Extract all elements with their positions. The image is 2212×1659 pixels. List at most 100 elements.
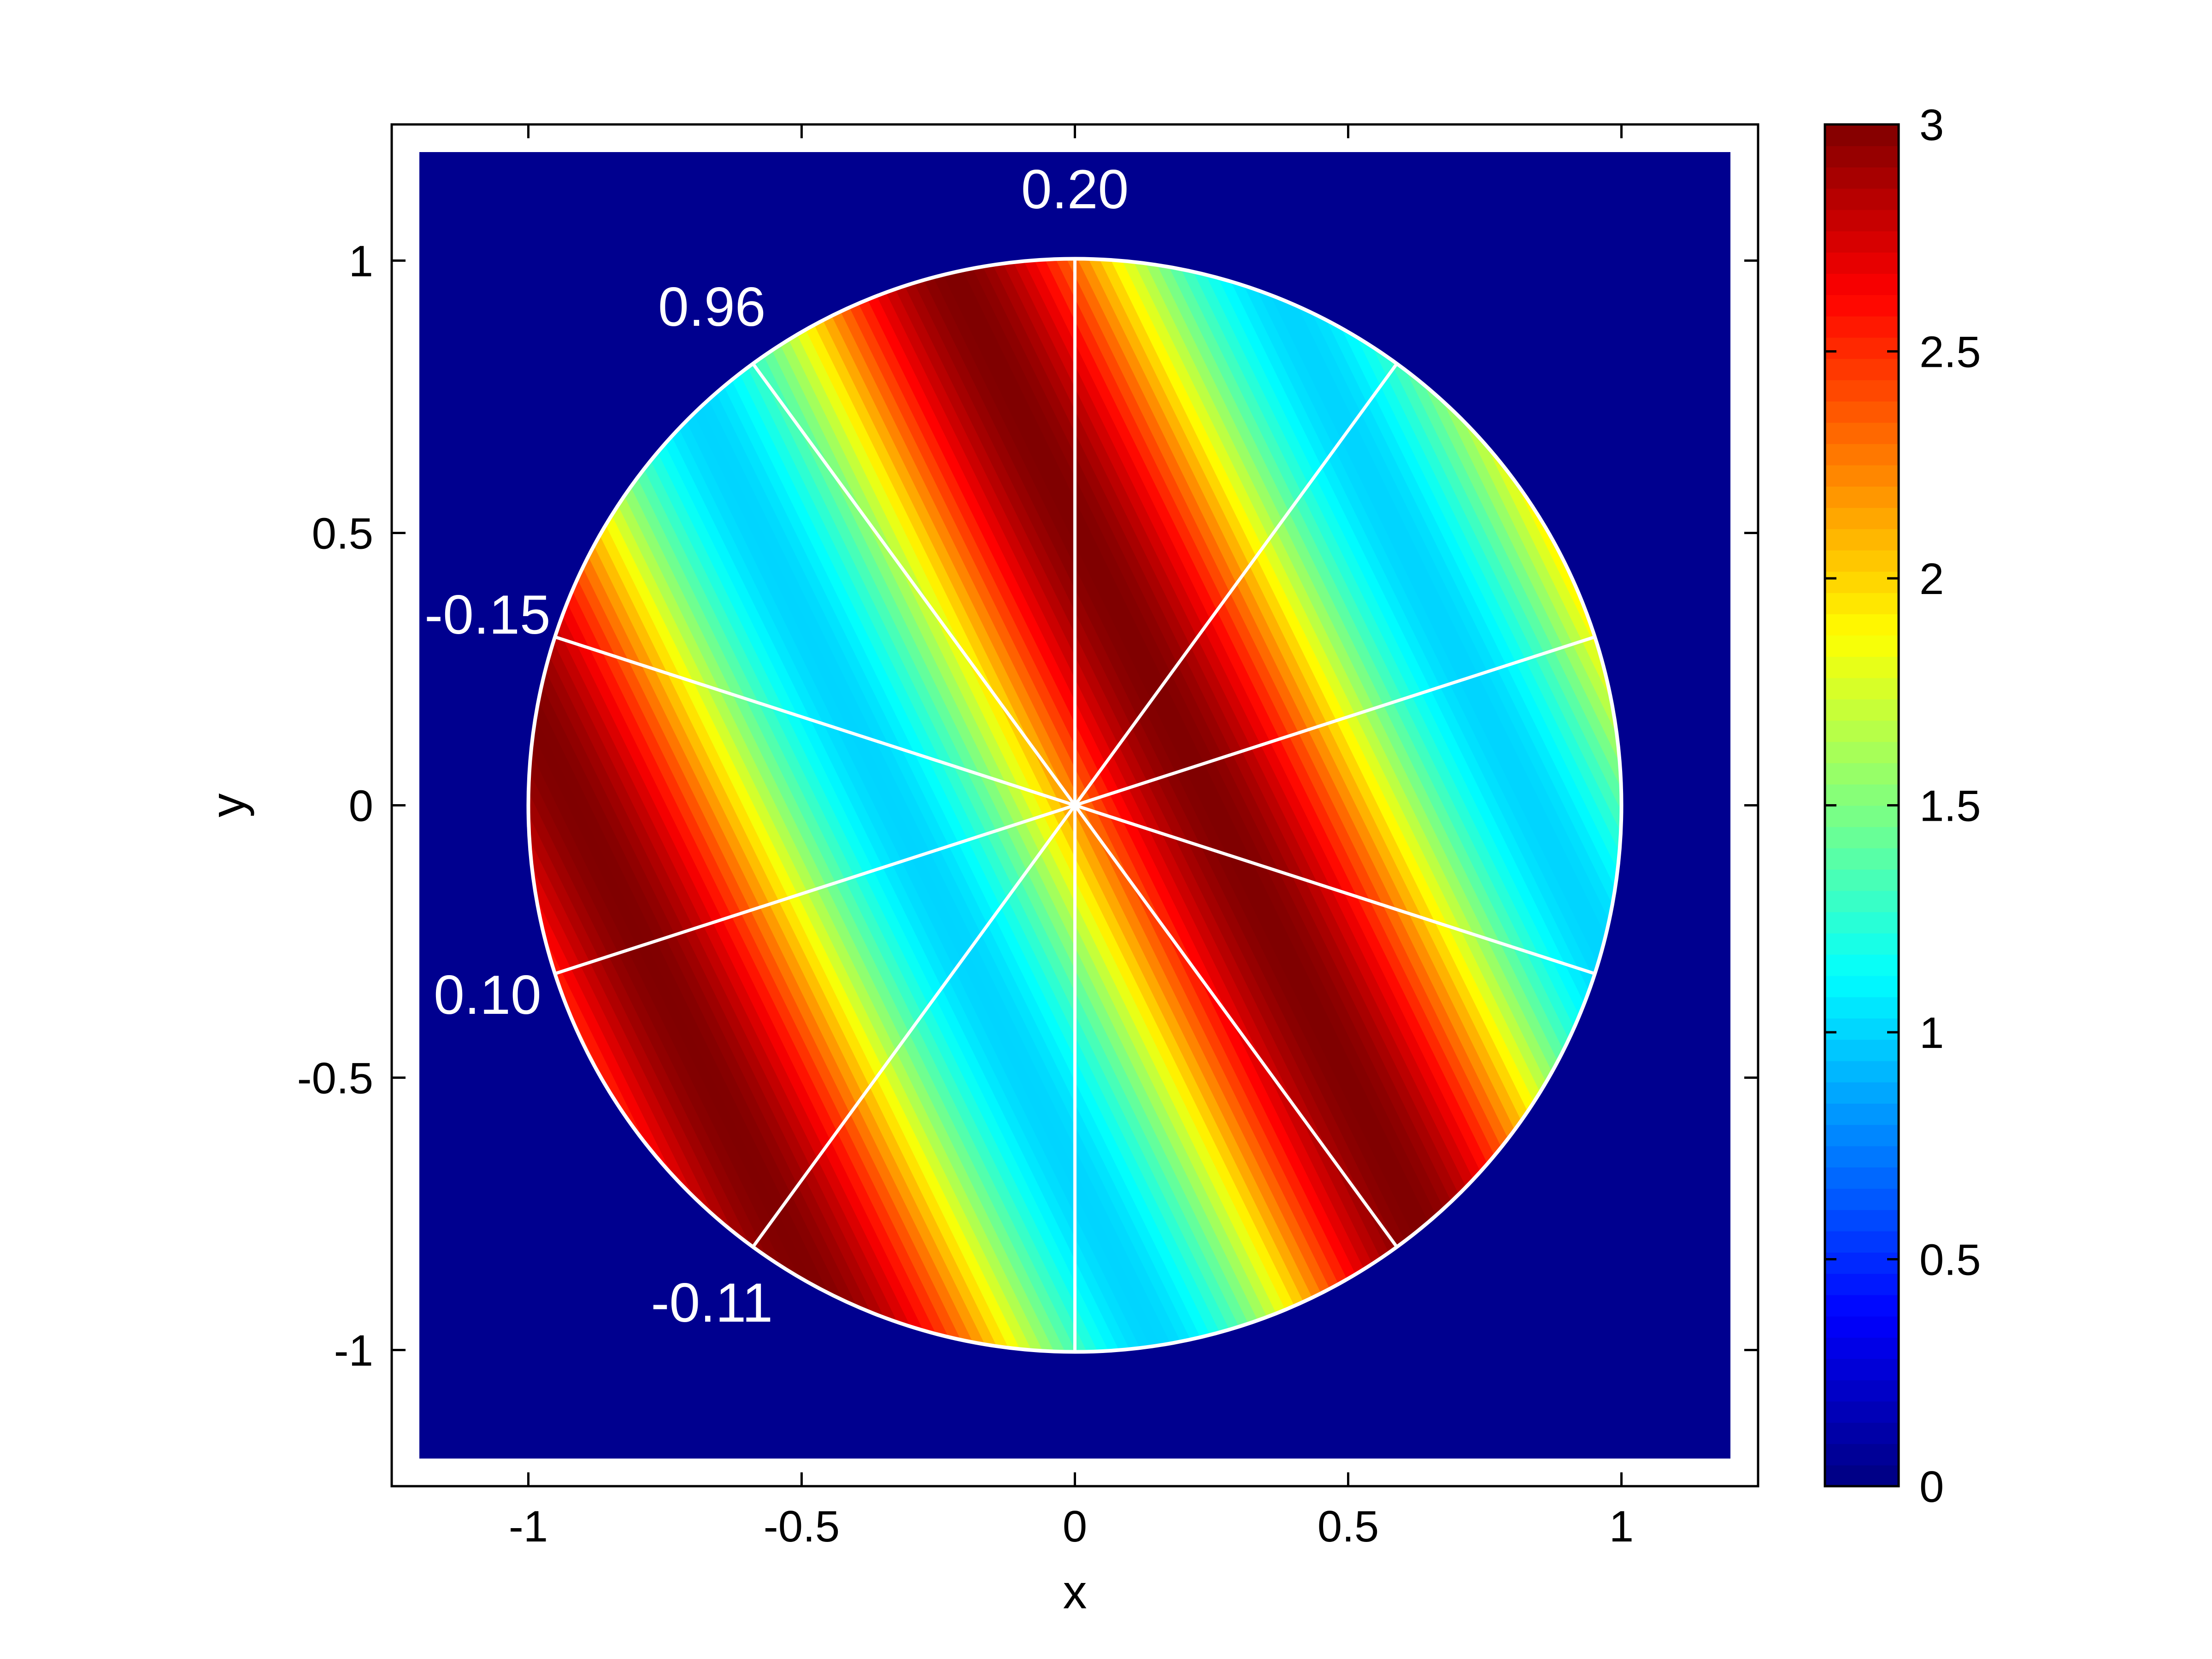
heatmap-stripe-17 bbox=[528, 389, 1010, 1352]
heatmap-stripe-83 bbox=[1005, 259, 1593, 1287]
colorbar-tick-label: 0.5 bbox=[1919, 1235, 1981, 1285]
heatmap-stripe-75 bbox=[935, 259, 1523, 1321]
heatmap-stripe-53 bbox=[740, 259, 1328, 1352]
heatmap-stripe-54 bbox=[749, 259, 1337, 1352]
colorbar-band bbox=[1825, 401, 1899, 423]
heatmap-stripe-90 bbox=[1067, 259, 1622, 1257]
heatmap-stripe-43 bbox=[652, 277, 1240, 1352]
colorbar: 0 0.5 1 1.5 2 2.5 3 bbox=[1824, 100, 1981, 1512]
heatmap-stripe-88 bbox=[1049, 259, 1622, 1265]
colorbar-band bbox=[1825, 933, 1899, 955]
colorbar-band bbox=[1825, 252, 1899, 274]
heatmap-stripe-98 bbox=[1138, 259, 1622, 1223]
colorbar-band bbox=[1825, 1358, 1899, 1381]
colorbar-band bbox=[1825, 230, 1899, 253]
colorbar-band bbox=[1825, 380, 1899, 402]
y-tick-label: 0 bbox=[349, 782, 373, 831]
heatmap-stripe-49 bbox=[705, 259, 1293, 1352]
colorbar-band bbox=[1825, 763, 1899, 785]
colorbar-band bbox=[1825, 635, 1899, 657]
heatmap-stripe-28 bbox=[528, 342, 1107, 1352]
colorbar-band bbox=[1825, 656, 1899, 678]
colorbar-tick-label: 1 bbox=[1919, 1008, 1944, 1058]
sector-label: 0.96 bbox=[658, 276, 766, 338]
colorbar-band bbox=[1825, 124, 1899, 147]
colorbar-band bbox=[1825, 486, 1899, 508]
heatmap-stripe-37 bbox=[599, 303, 1186, 1352]
heatmap-stripe-87 bbox=[1041, 259, 1622, 1270]
colorbar-band bbox=[1825, 613, 1899, 636]
colorbar-gradient bbox=[1825, 124, 1899, 1487]
x-tick-label: -1 bbox=[509, 1502, 548, 1551]
heatmap-stripe-86 bbox=[1032, 259, 1620, 1274]
colorbar-band bbox=[1825, 188, 1899, 210]
heatmap-stripe-46 bbox=[678, 265, 1266, 1352]
heatmap-stripe-94 bbox=[1102, 259, 1622, 1240]
colorbar-tick-label: 1.5 bbox=[1919, 782, 1981, 831]
colorbar-band bbox=[1825, 465, 1899, 487]
colorbar-band bbox=[1825, 273, 1899, 295]
heatmap-stripe-16 bbox=[528, 394, 1000, 1352]
x-tick-label: 1 bbox=[1609, 1502, 1634, 1551]
heatmap-stripe-33 bbox=[563, 320, 1151, 1352]
disk-outline bbox=[526, 257, 1624, 1354]
colorbar-band bbox=[1825, 1316, 1899, 1338]
heatmap-stripe-20 bbox=[528, 377, 1036, 1352]
colorbar-band bbox=[1825, 1209, 1899, 1231]
heatmap-stripe-39 bbox=[616, 294, 1204, 1352]
sector-divider-2 bbox=[554, 635, 1076, 807]
x-tick-label: -0.5 bbox=[764, 1502, 840, 1551]
colorbar-band bbox=[1825, 358, 1899, 381]
colorbar-band bbox=[1825, 1082, 1899, 1104]
heatmap-stripe-59 bbox=[793, 259, 1381, 1352]
sector-dividers bbox=[554, 260, 1595, 1350]
heatmap-stripe-19 bbox=[528, 381, 1027, 1352]
heatmap-stripe-93 bbox=[1094, 259, 1622, 1244]
heatmap-stripe-91 bbox=[1076, 259, 1622, 1253]
sector-divider-7 bbox=[1074, 804, 1595, 976]
heatmap-stripe-30 bbox=[536, 333, 1124, 1352]
sector-divider-8 bbox=[1074, 635, 1595, 807]
heatmap-stripe-69 bbox=[882, 259, 1469, 1347]
colorbar-band bbox=[1825, 529, 1899, 551]
heatmap-stripe-89 bbox=[1059, 259, 1622, 1261]
heatmap-stripe-67 bbox=[864, 259, 1452, 1352]
colorbar-band bbox=[1825, 1294, 1899, 1317]
colorbar-ticks: 0 0.5 1 1.5 2 2.5 3 bbox=[1825, 100, 1981, 1512]
colorbar-band bbox=[1825, 912, 1899, 934]
colorbar-band bbox=[1825, 1230, 1899, 1253]
sector-label: 0.20 bbox=[1021, 159, 1129, 220]
heatmap-stripe-64 bbox=[837, 259, 1425, 1352]
colorbar-band bbox=[1825, 1018, 1899, 1040]
heatmap-stripe-77 bbox=[952, 259, 1540, 1313]
colorbar-band bbox=[1825, 975, 1899, 998]
y-tick-label: 1 bbox=[349, 237, 373, 286]
heatmap-stripe-24 bbox=[528, 359, 1071, 1352]
colorbar-band bbox=[1825, 784, 1899, 806]
colorbar-tick-label: 2.5 bbox=[1919, 328, 1981, 377]
heatmap-stripe-44 bbox=[660, 273, 1248, 1352]
colorbar-band bbox=[1825, 1188, 1899, 1210]
x-axis-label: x bbox=[1063, 1565, 1087, 1619]
heatmap-stripe-38 bbox=[607, 299, 1195, 1352]
heatmap-stripe-40 bbox=[625, 290, 1213, 1352]
heatmap-stripe-34 bbox=[572, 316, 1160, 1352]
heatmap-stripe-31 bbox=[546, 329, 1133, 1352]
colorbar-band bbox=[1825, 741, 1899, 764]
sector-divider-1 bbox=[752, 364, 1077, 806]
heatmap-stripe-71 bbox=[899, 259, 1487, 1339]
sector-labels: 0.20 0.96 -0.15 0.10 -0.11 bbox=[424, 159, 1129, 1334]
heatmap-stripe-84 bbox=[1014, 259, 1602, 1282]
heatmap-stripe-72 bbox=[908, 259, 1496, 1334]
sector-divider-9 bbox=[1073, 364, 1398, 806]
colorbar-band bbox=[1825, 1380, 1899, 1402]
heatmap-stripe-95 bbox=[1112, 259, 1622, 1235]
heatmap-stripe-45 bbox=[669, 269, 1257, 1352]
heatmap-stripe-36 bbox=[590, 307, 1177, 1352]
sector-divider-3 bbox=[554, 804, 1076, 976]
sector-divider-4 bbox=[752, 804, 1077, 1247]
heatmap-stripe-14 bbox=[528, 402, 983, 1352]
heatmap-stripe-56 bbox=[766, 259, 1354, 1352]
colorbar-band bbox=[1825, 1337, 1899, 1359]
colorbar-band bbox=[1825, 805, 1899, 827]
